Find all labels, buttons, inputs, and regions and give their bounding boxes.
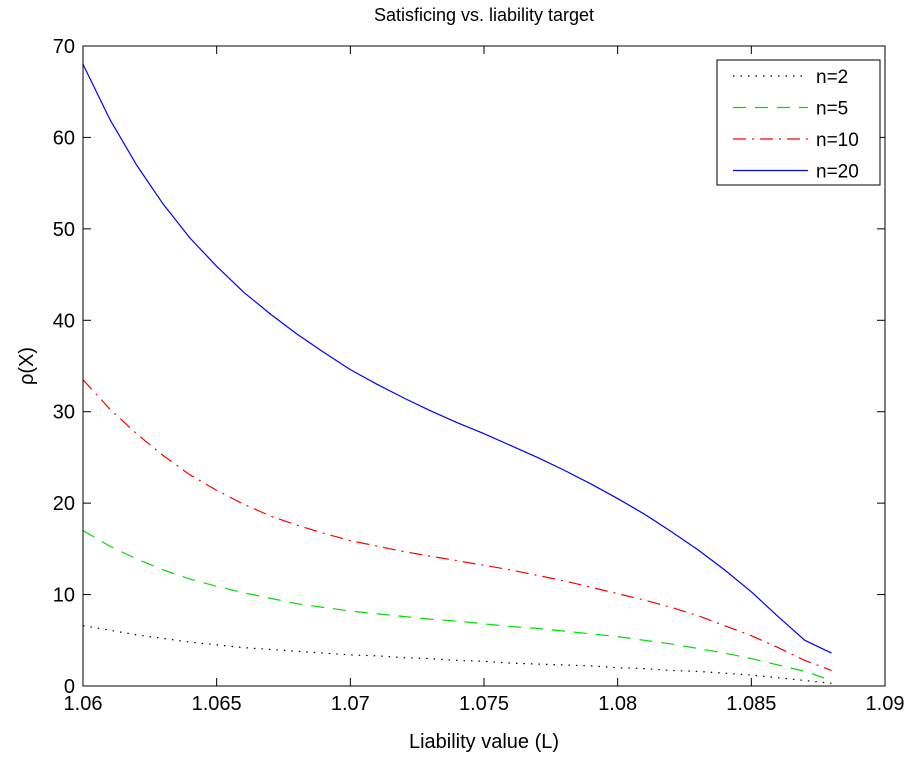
series-line-n-10	[82, 379, 832, 672]
legend-label: n=20	[816, 162, 859, 183]
y-tick-label: 50	[53, 219, 75, 241]
x-tick-label: 1.075	[459, 693, 509, 715]
legend-label: n=5	[816, 99, 848, 120]
series-line-n-5	[82, 530, 832, 682]
y-axis-label: ρ(X)	[16, 347, 38, 385]
x-tick-label: 1.09	[866, 693, 905, 715]
x-tick-label: 1.085	[726, 693, 776, 715]
legend-label: n=2	[816, 67, 848, 88]
y-tick-label: 0	[64, 676, 75, 698]
legend-box	[716, 59, 881, 186]
series-line-n-20	[82, 64, 832, 654]
y-axis: 0 10 20 30 40 50 60 70	[53, 36, 885, 698]
series-layer	[82, 64, 832, 684]
legend-label: n=10	[816, 130, 859, 151]
y-tick-label: 20	[53, 493, 75, 515]
series-line-n-2	[82, 625, 832, 684]
x-tick-label: 1.065	[192, 693, 242, 715]
x-tick-label: 1.06	[64, 693, 103, 715]
x-axis-label: Liability value (L)	[409, 731, 559, 753]
x-tick-label: 1.08	[598, 693, 637, 715]
x-axis: 1.06 1.065 1.07 1.075 1.08 1.085 1.09	[64, 46, 905, 715]
y-tick-label: 60	[53, 127, 75, 149]
x-tick-label: 1.07	[331, 693, 370, 715]
y-tick-label: 10	[53, 585, 75, 607]
legend: n=2 n=5 n=10 n=20	[716, 59, 881, 186]
y-tick-label: 30	[53, 402, 75, 424]
y-tick-label: 40	[53, 310, 75, 332]
chart-title: Satisficing vs. liability target	[374, 5, 594, 25]
y-tick-label: 70	[53, 36, 75, 58]
